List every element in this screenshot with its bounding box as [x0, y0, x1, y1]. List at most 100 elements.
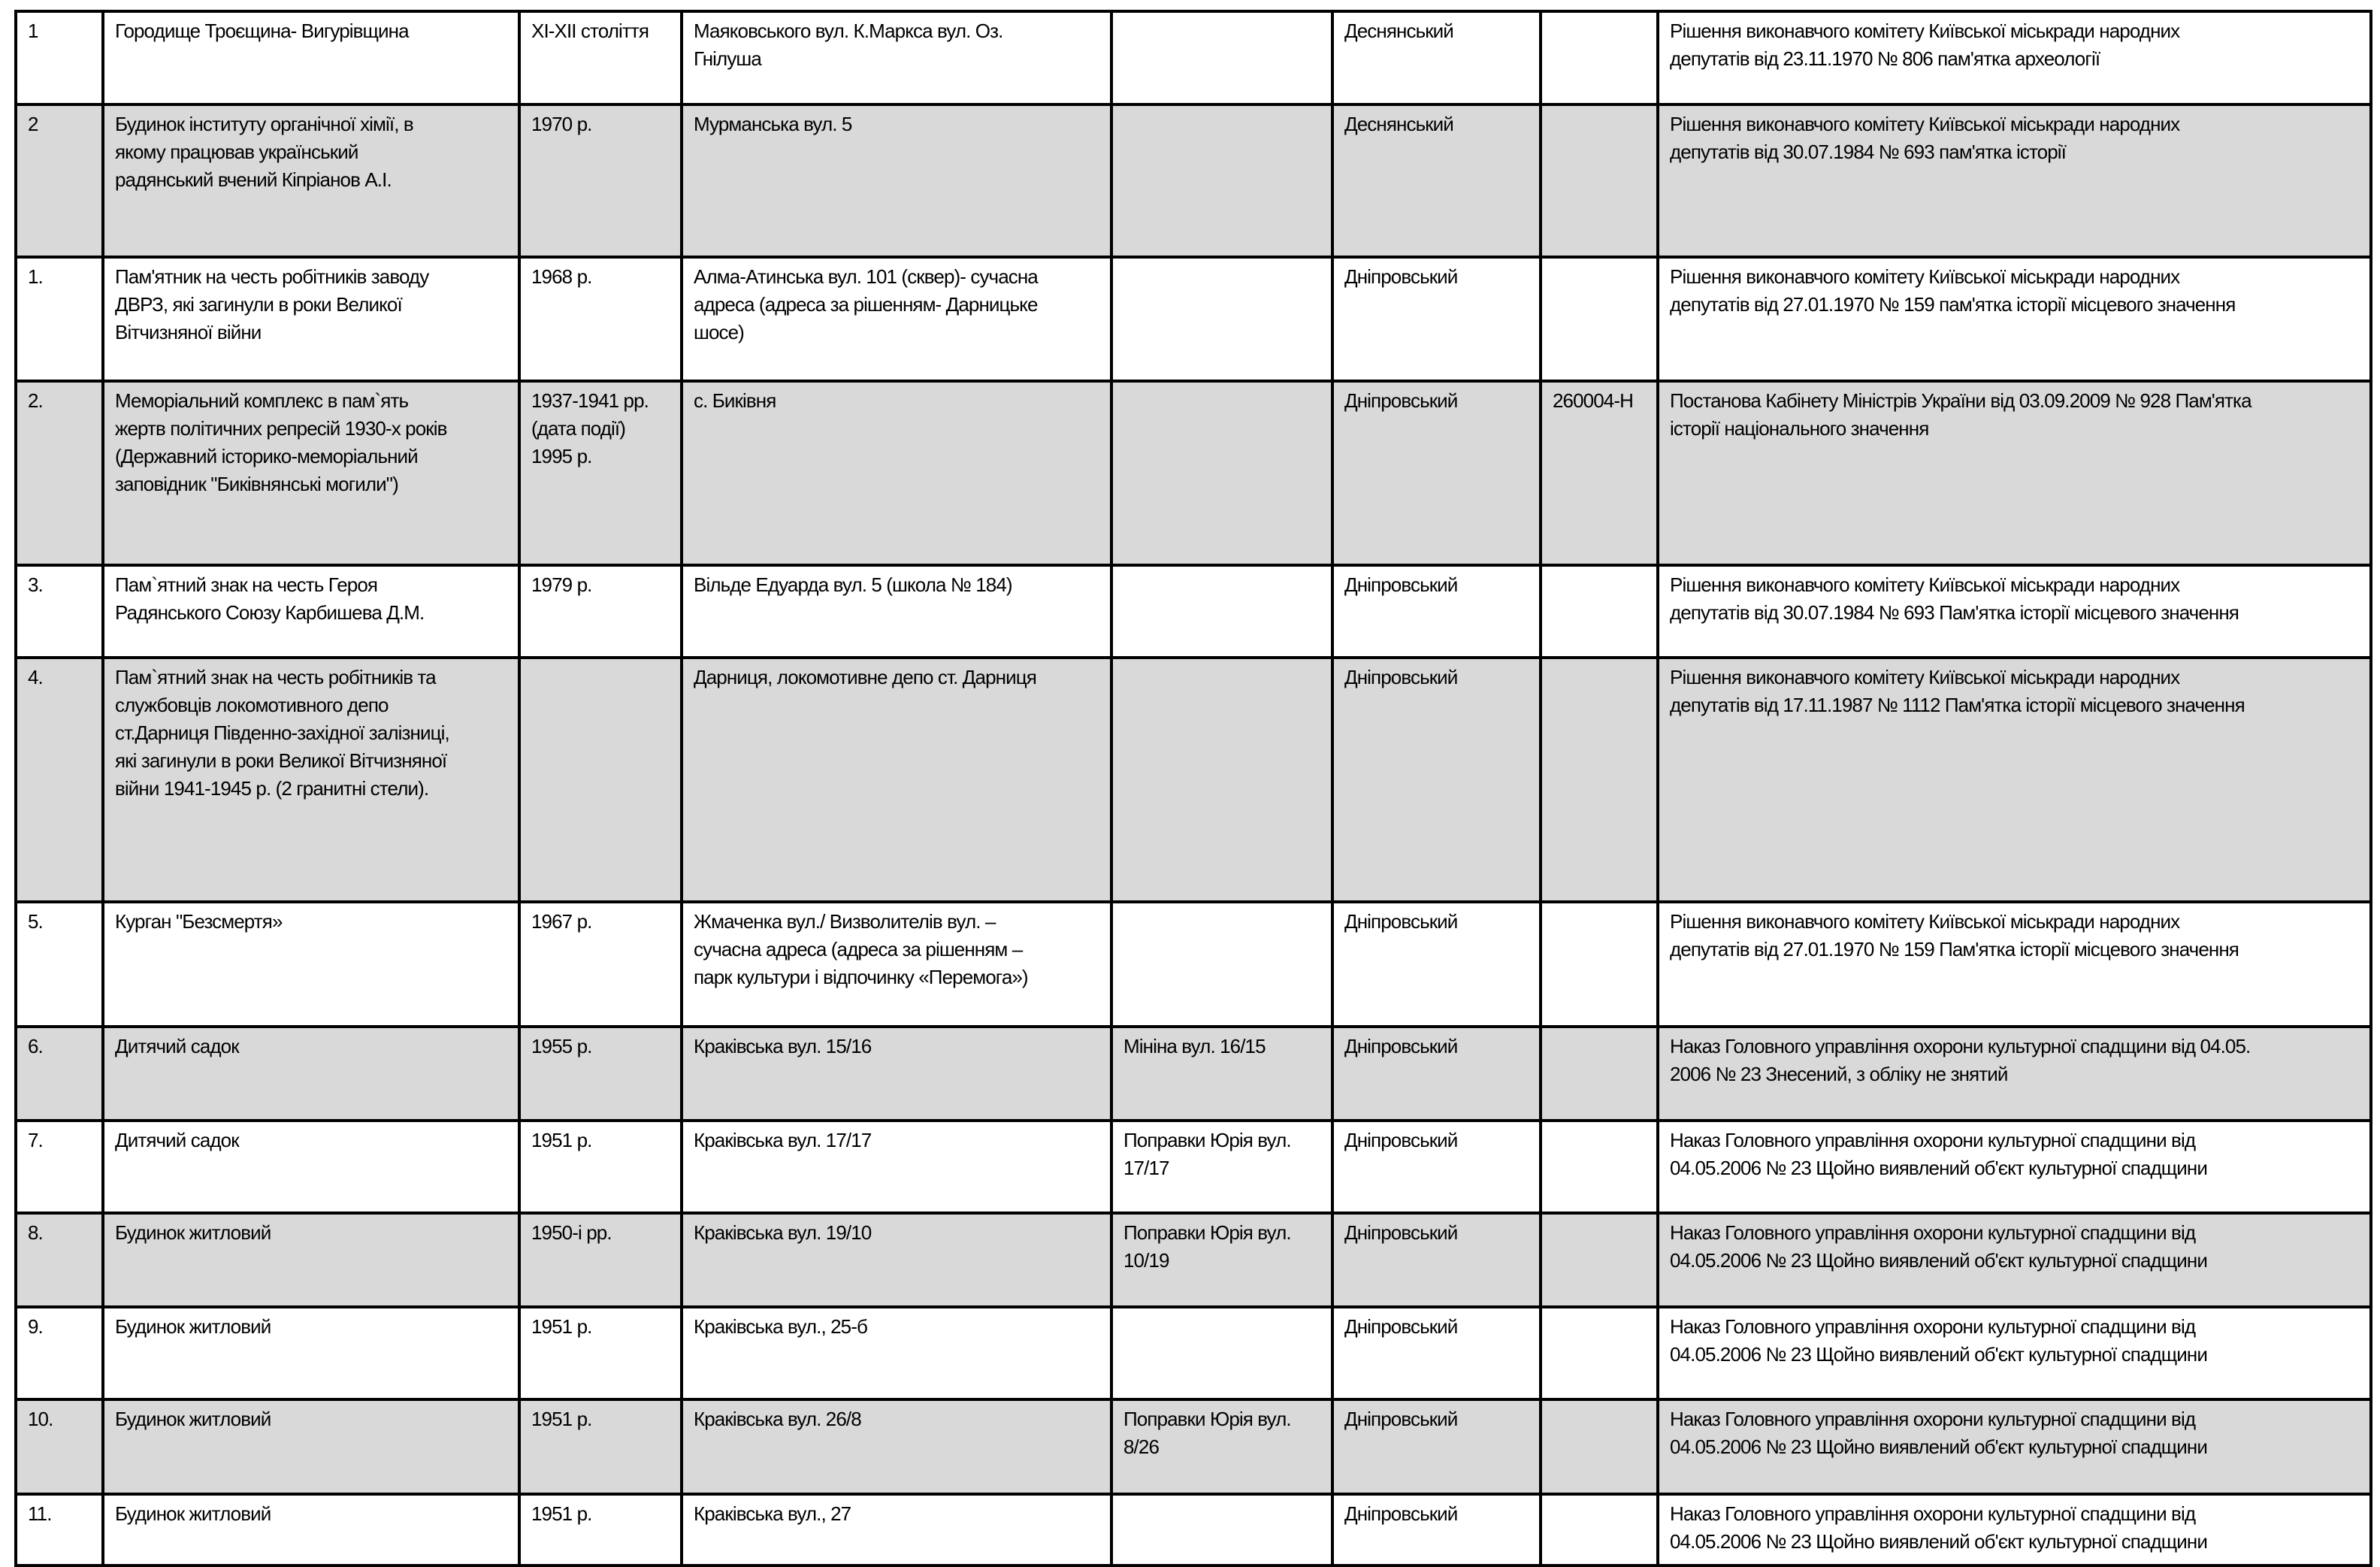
cell-code — [1539, 1212, 1659, 1308]
cell-address: с. Биківня — [680, 380, 1113, 567]
cell-district: Дніпровський — [1331, 1212, 1542, 1308]
cell-date: 1951 р. — [518, 1398, 683, 1496]
cell-name: Пам`ятний знак на честь Героя Радянськог… — [101, 564, 521, 659]
table-row: 1 Городище Троєщина- Вигурівщина XI-XII ст… — [14, 10, 2372, 106]
cell-code — [1539, 10, 1659, 106]
cell-district: Дніпровський — [1331, 1305, 1542, 1401]
cell-num: 1. — [14, 256, 104, 383]
cell-document: Наказ Головного управління охорони культ… — [1656, 1493, 2372, 1567]
cell-num: 2. — [14, 380, 104, 567]
table-row: 4. Пам`ятний знак на честь робітників та … — [14, 656, 2372, 903]
cell-date — [518, 656, 683, 903]
cell-alt-address — [1110, 256, 1334, 383]
cell-district: Дніпровський — [1331, 900, 1542, 1028]
cell-num: 6. — [14, 1025, 104, 1122]
cell-address: Краківська вул., 25-б — [680, 1305, 1113, 1401]
cell-document: Рішення виконавчого комітету Київської м… — [1656, 900, 2372, 1028]
cell-date: 1951 р. — [518, 1493, 683, 1567]
cell-document: Постанова Кабінету Міністрів України від… — [1656, 380, 2372, 567]
cell-address: Краківська вул. 15/16 — [680, 1025, 1113, 1122]
cell-alt-address: Поправки Юрія вул. 8/26 — [1110, 1398, 1334, 1496]
cell-name: Будинок інституту органічної хімії, в як… — [101, 103, 521, 259]
cell-date: 1955 р. — [518, 1025, 683, 1122]
cell-code — [1539, 1025, 1659, 1122]
cell-alt-address — [1110, 1305, 1334, 1401]
cell-alt-address — [1110, 900, 1334, 1028]
cell-address: Вільде Едуарда вул. 5 (школа № 184) — [680, 564, 1113, 659]
table-row: 1. Пам'ятник на честь робітників заводу Д… — [14, 256, 2372, 383]
cell-district: Дніпровський — [1331, 1493, 1542, 1567]
cell-alt-address — [1110, 1493, 1334, 1567]
cell-district: Дніпровський — [1331, 1119, 1542, 1215]
cell-district: Дніпровський — [1331, 564, 1542, 659]
cell-code — [1539, 900, 1659, 1028]
cell-district: Деснянський — [1331, 103, 1542, 259]
heritage-registry-table: 1 Городище Троєщина- Вигурівщина XI-XII ст… — [14, 10, 2372, 1567]
table-row: 8. Будинок житловий 1950-і рр. Краківська в… — [14, 1212, 2372, 1308]
table-row: 5. Курган "Безсмертя» 1967 р. Жмаченка вул.… — [14, 900, 2372, 1028]
cell-address: Краківська вул. 19/10 — [680, 1212, 1113, 1308]
cell-name: Пам`ятний знак на честь робітників та сл… — [101, 656, 521, 903]
cell-district: Деснянський — [1331, 10, 1542, 106]
cell-code — [1539, 1305, 1659, 1401]
cell-name: Дитячий садок — [101, 1025, 521, 1122]
cell-district: Дніпровський — [1331, 380, 1542, 567]
cell-num: 5. — [14, 900, 104, 1028]
cell-code — [1539, 656, 1659, 903]
cell-num: 4. — [14, 656, 104, 903]
cell-district: Дніпровський — [1331, 1025, 1542, 1122]
cell-date: 1951 р. — [518, 1305, 683, 1401]
cell-date: 1968 р. — [518, 256, 683, 383]
cell-document: Рішення виконавчого комітету Київської м… — [1656, 103, 2372, 259]
cell-district: Дніпровський — [1331, 656, 1542, 903]
cell-code — [1539, 256, 1659, 383]
table-row: 11. Будинок житловий 1951 р. Краківська вул… — [14, 1493, 2372, 1567]
cell-date: 1937-1941 рр. (дата події) 1995 р. — [518, 380, 683, 567]
cell-address: Маяковського вул. К.Маркса вул. Оз. Гніл… — [680, 10, 1113, 106]
cell-document: Наказ Головного управління охорони культ… — [1656, 1398, 2372, 1496]
cell-document: Наказ Головного управління охорони культ… — [1656, 1305, 2372, 1401]
table-row: 3. Пам`ятний знак на честь Героя Радянськ… — [14, 564, 2372, 659]
cell-alt-address — [1110, 10, 1334, 106]
cell-num: 10. — [14, 1398, 104, 1496]
cell-document: Наказ Головного управління охорони культ… — [1656, 1025, 2372, 1122]
cell-name: Будинок житловий — [101, 1212, 521, 1308]
cell-code: 260004-Н — [1539, 380, 1659, 567]
cell-code — [1539, 564, 1659, 659]
cell-name: Дитячий садок — [101, 1119, 521, 1215]
cell-num: 1 — [14, 10, 104, 106]
cell-date: 1967 р. — [518, 900, 683, 1028]
table-row: 2. Меморіальний комплекс в пам`ять жертв … — [14, 380, 2372, 567]
cell-document: Наказ Головного управління охорони культ… — [1656, 1212, 2372, 1308]
cell-alt-address — [1110, 564, 1334, 659]
table-row: 7. Дитячий садок 1951 р. Краківська вул. 17… — [14, 1119, 2372, 1215]
cell-address: Мурманська вул. 5 — [680, 103, 1113, 259]
cell-document: Наказ Головного управління охорони культ… — [1656, 1119, 2372, 1215]
cell-alt-address: Поправки Юрія вул. 17/17 — [1110, 1119, 1334, 1215]
cell-document: Рішення виконавчого комітету Київської м… — [1656, 256, 2372, 383]
cell-document: Рішення виконавчого комітету Київської м… — [1656, 10, 2372, 106]
cell-num: 8. — [14, 1212, 104, 1308]
cell-document: Рішення виконавчого комітету Київської м… — [1656, 564, 2372, 659]
cell-name: Будинок житловий — [101, 1398, 521, 1496]
cell-alt-address: Мініна вул. 16/15 — [1110, 1025, 1334, 1122]
cell-district: Дніпровський — [1331, 1398, 1542, 1496]
cell-date: 1950-і рр. — [518, 1212, 683, 1308]
cell-address: Дарниця, локомотивне депо ст. Дарниця — [680, 656, 1113, 903]
cell-date: XI-XII століття — [518, 10, 683, 106]
cell-name: Городище Троєщина- Вигурівщина — [101, 10, 521, 106]
cell-num: 3. — [14, 564, 104, 659]
cell-address: Жмаченка вул./ Визволителів вул. – сучас… — [680, 900, 1113, 1028]
cell-date: 1979 р. — [518, 564, 683, 659]
cell-alt-address — [1110, 656, 1334, 903]
cell-name: Меморіальний комплекс в пам`ять жертв по… — [101, 380, 521, 567]
table-row: 9. Будинок житловий 1951 р. Краківська вул.… — [14, 1305, 2372, 1401]
cell-address: Алма-Атинська вул. 101 (сквер)- сучасна … — [680, 256, 1113, 383]
cell-num: 9. — [14, 1305, 104, 1401]
cell-alt-address — [1110, 380, 1334, 567]
cell-name: Пам'ятник на честь робітників заводу ДВР… — [101, 256, 521, 383]
cell-date: 1970 р. — [518, 103, 683, 259]
table-row: 6. Дитячий садок 1955 р. Краківська вул. 15… — [14, 1025, 2372, 1122]
cell-date: 1951 р. — [518, 1119, 683, 1215]
cell-alt-address: Поправки Юрія вул. 10/19 — [1110, 1212, 1334, 1308]
